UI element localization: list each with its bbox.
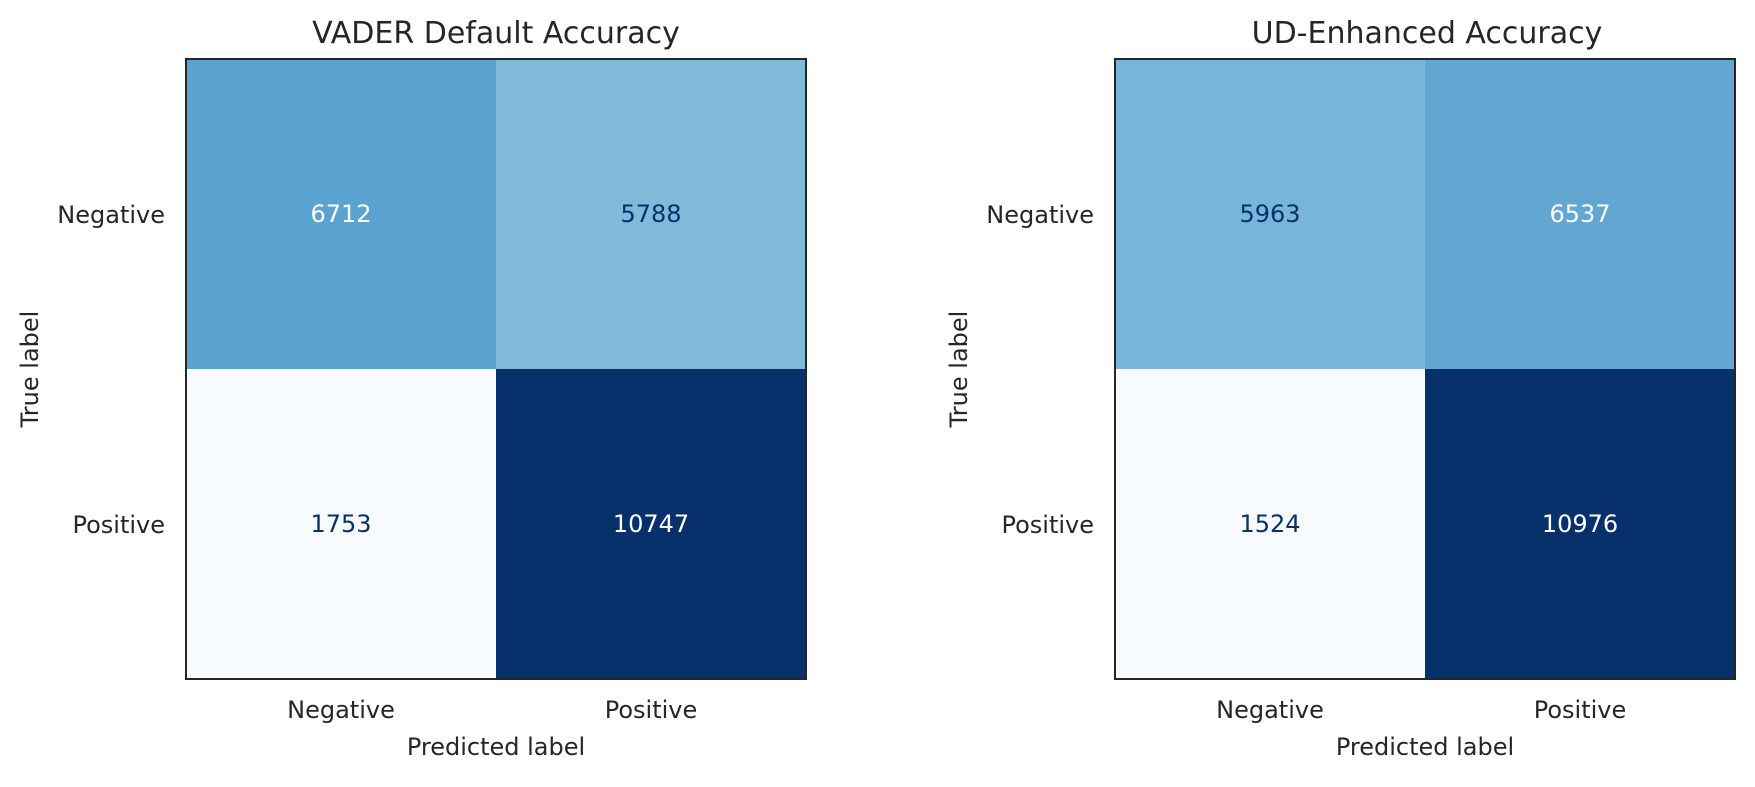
matrix-cell-negative-positive [1425,59,1736,370]
matrix-cell-negative-positive [496,59,807,370]
x-tick-label-negative: Negative [287,696,395,724]
plot-frame [1114,58,1736,680]
matrix-cell-positive-positive [1425,369,1736,680]
matrix-cell-positive-negative [1115,369,1426,680]
matrix-cell-negative-negative [186,59,497,370]
y-axis-label: True label [945,311,973,429]
ud-enhanced-matrix: UD-Enhanced Accuracy 5963 6537 1524 10976 N… [945,16,1736,761]
x-tick-label-positive: Positive [1534,696,1627,724]
x-tick-label-negative: Negative [1216,696,1324,724]
plot-frame [185,58,807,680]
matrix-cell-negative-negative [1115,59,1426,370]
y-tick-label-negative: Negative [986,201,1094,229]
tick-labels: Negative Positive Negative Positive [986,201,1626,724]
matrix-cells [1115,59,1736,680]
cell-value-negative-positive: 5788 [620,200,681,228]
matrix-cell-positive-negative [186,369,497,680]
cell-value-positive-negative: 1524 [1239,510,1300,538]
cell-value-positive-positive: 10747 [613,510,689,538]
y-tick-label-negative: Negative [57,201,165,229]
x-axis-label: Predicted label [1336,733,1514,761]
matrix-cell-positive-positive [496,369,807,680]
tick-labels: Negative Positive Negative Positive [57,201,697,724]
cell-value-negative-positive: 6537 [1549,200,1610,228]
y-axis-label: True label [16,311,44,429]
cell-value-positive-positive: 10976 [1542,510,1618,538]
chart-title: VADER Default Accuracy [312,16,680,51]
y-tick-label-positive: Positive [72,511,165,539]
x-tick-label-positive: Positive [605,696,698,724]
x-axis-label: Predicted label [407,733,585,761]
cell-value-negative-negative: 5963 [1239,200,1300,228]
y-tick-label-positive: Positive [1001,511,1094,539]
cell-value-negative-negative: 6712 [310,200,371,228]
vader-default-matrix: VADER Default Accuracy 6712 5788 1753 10747… [16,16,807,761]
cell-value-positive-negative: 1753 [310,510,371,538]
matrix-cell-labels: 5963 6537 1524 10976 [1239,200,1618,538]
matrix-cell-labels: 6712 5788 1753 10747 [310,200,689,538]
chart-title: UD-Enhanced Accuracy [1252,16,1603,51]
matrix-cells [186,59,807,680]
